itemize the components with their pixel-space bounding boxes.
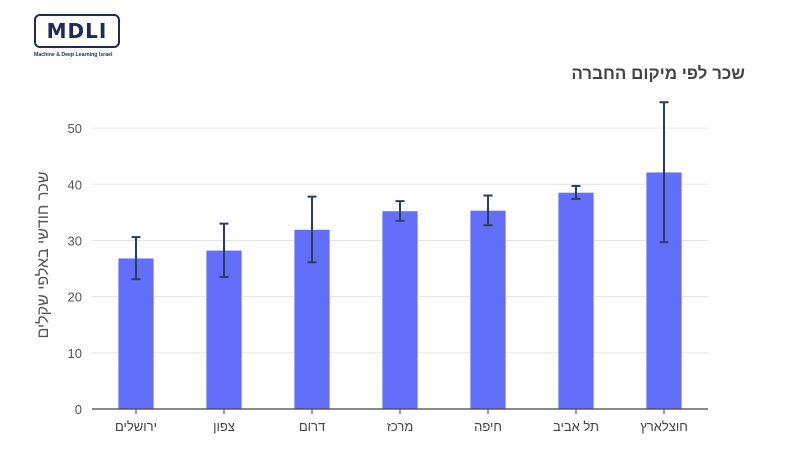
y-tick-labels: 0 10 20 30 40 50 — [68, 121, 82, 417]
error-bars — [131, 101, 669, 281]
bar — [118, 258, 154, 409]
y-tick-label: 40 — [68, 177, 82, 192]
y-axis-label: שכר חודשי באלפי שקלים — [34, 172, 52, 339]
y-tick-label: 30 — [68, 233, 82, 248]
x-tick-label: תל אביב — [553, 419, 599, 434]
chart-title: שכר לפי מיקום החברה — [571, 64, 745, 83]
bar — [470, 210, 506, 409]
y-tick-label: 10 — [68, 346, 82, 361]
bar — [558, 192, 594, 409]
logo-box: MDLI — [34, 14, 120, 48]
axes — [92, 408, 708, 414]
y-tick-label: 20 — [68, 290, 82, 305]
y-tick-label: 50 — [68, 121, 82, 136]
x-tick-label: חוצלארץ — [640, 419, 688, 434]
mdli-logo: MDLI Machine & Deep Learning Israel — [34, 14, 130, 64]
x-tick-label: מרכז — [387, 419, 414, 434]
y-tick-label: 0 — [75, 402, 82, 417]
logo-subtitle: Machine & Deep Learning Israel — [34, 52, 113, 58]
x-tick-label: ירושלים — [115, 419, 157, 434]
x-tick-label: חיפה — [474, 419, 502, 434]
x-tick-labels: ירושלים צפון דרום מרכז חיפה תל אביב חוצלארץ — [115, 419, 688, 434]
x-tick-label: דרום — [299, 419, 325, 434]
x-tick-label: צפון — [213, 419, 235, 434]
bar — [382, 211, 418, 409]
logo-text: MDLI — [46, 19, 108, 43]
